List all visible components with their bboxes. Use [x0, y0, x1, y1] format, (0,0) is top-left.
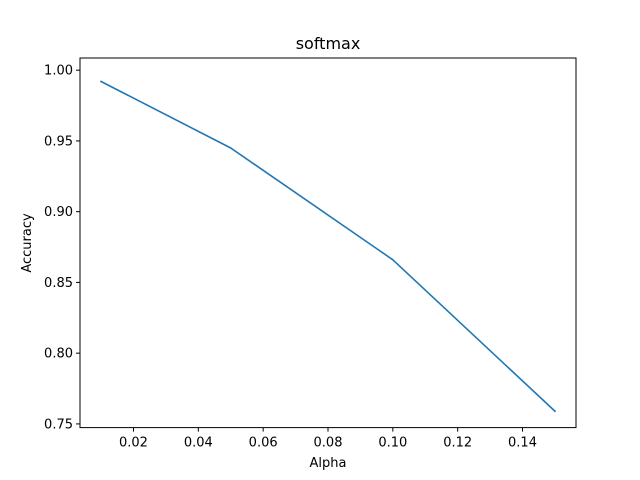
- x-axis-label: Alpha: [310, 456, 347, 471]
- series-line: [99, 80, 557, 413]
- x-tick-label: 0.06: [249, 436, 278, 451]
- chart-title: softmax: [296, 34, 361, 53]
- series-layer: [99, 80, 557, 413]
- x-tick-label: 0.02: [119, 436, 148, 451]
- plot-area-frame: [79, 57, 577, 429]
- x-axis: 0.02 0.04 0.06 0.08 0.10 0.12 0.14: [119, 427, 537, 451]
- y-tick-label: 0.75: [44, 417, 73, 432]
- y-tick-label: 0.80: [44, 347, 73, 362]
- data-point: [392, 258, 394, 261]
- data-point: [100, 80, 102, 83]
- x-tick-label: 0.14: [508, 436, 537, 451]
- y-axis: 0.75 0.80 0.85 0.90 0.95 1.00: [44, 64, 80, 432]
- y-axis-label: Accuracy: [20, 213, 35, 273]
- y-tick-label: 0.90: [44, 205, 73, 220]
- data-point: [229, 147, 232, 149]
- y-tick-label: 1.00: [44, 64, 73, 79]
- x-tick-label: 0.10: [378, 436, 407, 451]
- x-tick-label: 0.12: [443, 436, 472, 451]
- y-tick-label: 0.85: [44, 276, 73, 291]
- y-tick-label: 0.95: [44, 134, 73, 149]
- x-tick-label: 0.04: [184, 436, 213, 451]
- data-point: [554, 410, 556, 412]
- x-tick-label: 0.08: [314, 436, 343, 451]
